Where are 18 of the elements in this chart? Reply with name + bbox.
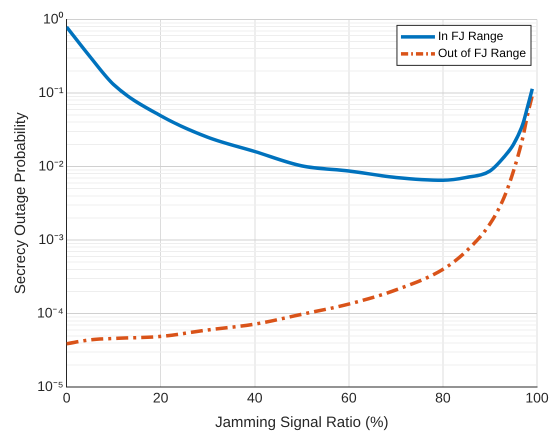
y-tick-label: 10⁰: [43, 10, 64, 26]
line-series: [66, 25, 534, 182]
legend-label: Out of FJ Range: [438, 46, 526, 60]
y-tick-label: 10⁻⁴: [36, 304, 64, 320]
x-tick-label: 0: [62, 389, 71, 406]
x-axis-title: Jamming Signal Ratio (%): [215, 414, 388, 432]
line-series: [66, 94, 534, 346]
y-tick-label: 10⁻³: [38, 230, 64, 247]
x-tick-label: 60: [341, 389, 357, 406]
y-axis-title: Secrecy Outage Probability: [12, 112, 30, 294]
x-tick-label: 40: [246, 389, 263, 406]
y-tick-label: 10⁻²: [38, 157, 64, 174]
legend-label: In FJ Range: [438, 29, 504, 44]
y-tick-label: 10⁻⁵: [37, 378, 64, 394]
y-tick-label: 10⁻¹: [38, 84, 64, 100]
x-tick-label: 20: [152, 389, 169, 406]
x-tick-label: 100: [525, 389, 549, 406]
x-tick-label: 80: [435, 389, 451, 406]
